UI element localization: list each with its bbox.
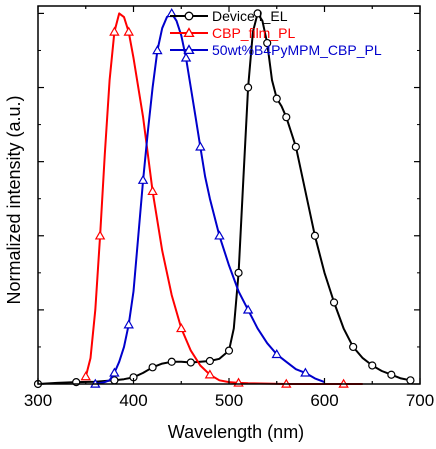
data-point xyxy=(224,346,234,355)
legend-entry-1: Device I_EL xyxy=(170,8,288,24)
data-point xyxy=(180,52,192,62)
data-point xyxy=(123,26,134,36)
data-point xyxy=(387,370,396,379)
series-3 xyxy=(90,8,325,388)
legend-entry-3: 50wt%B4PyMPM_CBP_PL xyxy=(170,42,382,58)
x-tick-label: 400 xyxy=(119,391,147,410)
data-point xyxy=(195,141,206,151)
legend: Device I_ELCBP_film_PL50wt%B4PyMPM_CBP_P… xyxy=(170,8,382,58)
data-point xyxy=(204,369,216,379)
plot-area xyxy=(33,8,415,389)
data-point xyxy=(234,268,243,277)
data-point xyxy=(282,113,291,122)
axes: 300 400 500 600 700 xyxy=(24,5,434,410)
x-axis-label: Wavelength (nm) xyxy=(168,422,304,442)
legend-label: Device I_EL xyxy=(212,8,288,24)
data-point xyxy=(137,174,149,184)
x-tick-label: 500 xyxy=(215,391,243,410)
data-point xyxy=(263,38,272,48)
legend-marker xyxy=(183,27,195,38)
data-point xyxy=(147,185,158,196)
data-point xyxy=(167,357,176,366)
data-point xyxy=(244,83,253,92)
series-line-1 xyxy=(37,12,411,385)
data-point xyxy=(242,304,254,314)
data-point xyxy=(176,323,187,333)
data-point xyxy=(300,367,311,377)
legend-marker xyxy=(184,11,194,21)
data-point xyxy=(329,298,339,307)
legend-marker xyxy=(183,44,195,55)
plot-frame xyxy=(37,5,421,385)
data-point xyxy=(214,230,225,240)
data-point xyxy=(291,142,300,151)
data-point xyxy=(123,319,134,329)
x-tick-label: 300 xyxy=(24,391,52,410)
data-point xyxy=(406,376,415,385)
data-point xyxy=(368,361,377,370)
x-tick-label: 700 xyxy=(406,391,434,410)
data-point xyxy=(109,26,120,36)
legend-label: 50wt%B4PyMPM_CBP_PL xyxy=(212,42,382,58)
legend-entry-2: CBP_film_PL xyxy=(170,25,295,41)
data-point xyxy=(310,231,320,240)
data-point xyxy=(148,363,157,372)
data-point xyxy=(272,94,281,103)
data-point xyxy=(94,230,106,240)
data-point xyxy=(271,348,282,359)
data-point xyxy=(349,342,358,352)
data-point xyxy=(109,367,120,377)
x-tick-label: 600 xyxy=(310,391,338,410)
data-point xyxy=(80,371,91,381)
series-2 xyxy=(80,12,363,388)
legend-label: CBP_film_PL xyxy=(212,25,295,41)
series-1 xyxy=(33,9,415,389)
data-point xyxy=(205,356,214,366)
data-point xyxy=(186,358,195,367)
data-point xyxy=(253,9,262,18)
y-axis-label: Normalized intensity (a.u.) xyxy=(4,95,24,304)
data-point xyxy=(152,45,163,55)
